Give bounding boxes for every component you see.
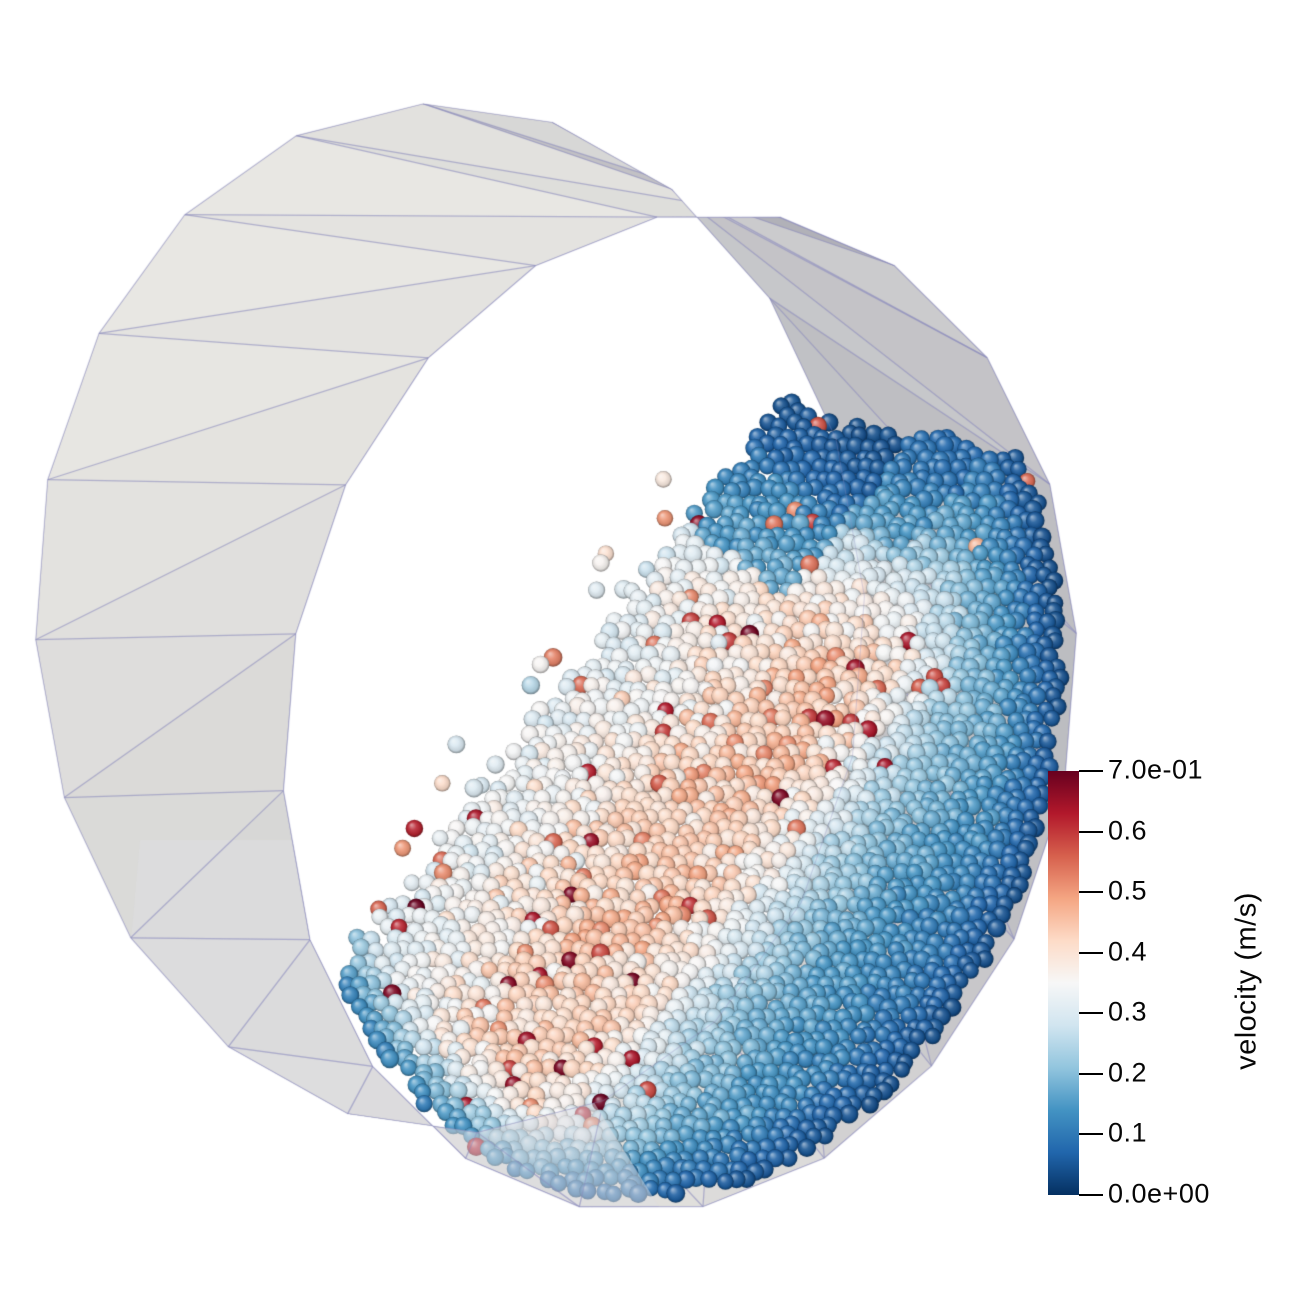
colorbar-tick — [1079, 951, 1103, 954]
colorbar-tick-label: 0.2 — [1108, 1057, 1148, 1088]
colorbar-tick — [1079, 1133, 1103, 1136]
colorbar-gradient — [1048, 771, 1079, 1195]
colorbar-title: velocity (m/s) — [1230, 892, 1263, 1070]
colorbar-tick-label: 0.3 — [1108, 996, 1148, 1027]
colorbar-tick-label: 0.1 — [1108, 1117, 1148, 1148]
colorbar-tick-label: 0.6 — [1108, 814, 1148, 845]
colorbar-tick — [1079, 1194, 1103, 1196]
colorbar-tick — [1079, 1072, 1103, 1075]
colorbar-tick-label: 0.4 — [1108, 935, 1148, 966]
colorbar-tick — [1079, 770, 1103, 772]
colorbar-tick — [1079, 891, 1103, 894]
colorbar-tick-label: 0.0e+00 — [1108, 1178, 1210, 1209]
colorbar-tick-label: 7.0e-01 — [1108, 754, 1204, 785]
colorbar-tick-label: 0.5 — [1108, 875, 1148, 906]
colorbar-tick — [1079, 830, 1103, 833]
colorbar-tick — [1079, 1012, 1103, 1015]
